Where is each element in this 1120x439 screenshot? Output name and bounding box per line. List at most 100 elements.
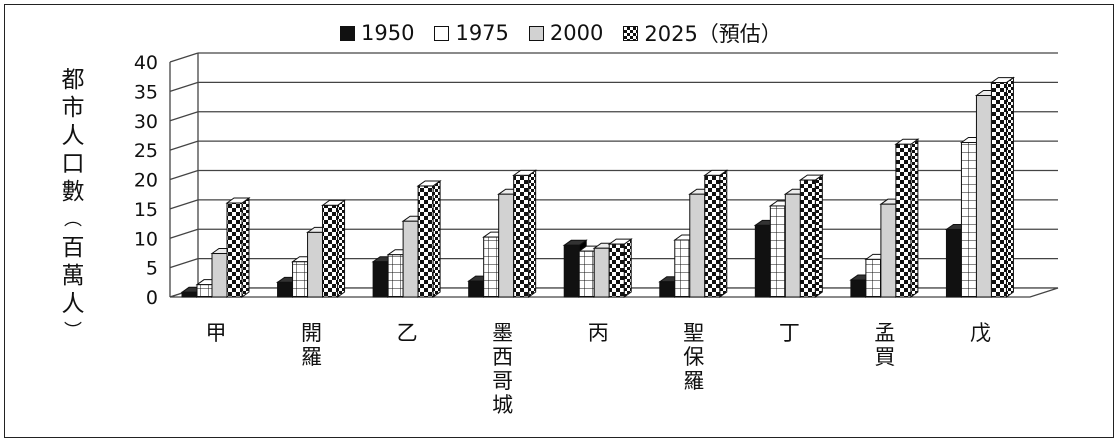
bar-front (292, 261, 309, 298)
chart-frame (4, 4, 1114, 438)
bar-front (181, 291, 198, 298)
bar-front (498, 193, 515, 298)
bar-front (865, 258, 882, 298)
bar (798, 174, 824, 298)
bar (416, 179, 442, 298)
x-category-label: 聖 (683, 321, 704, 345)
bar-front (608, 243, 625, 298)
x-category-label: 開 (301, 321, 322, 345)
bar-front (799, 179, 816, 298)
bar-front (689, 193, 706, 298)
bar-front (704, 174, 721, 298)
legend-item-1950: 1950 (340, 21, 414, 45)
x-category-label: 羅 (683, 369, 704, 393)
bar-front (784, 193, 801, 298)
bar (607, 238, 633, 298)
bar-front (880, 203, 897, 298)
x-category-label: 墨 (492, 321, 513, 345)
x-category-label: 保 (683, 345, 704, 369)
legend-item-2025: 2025（預估） (623, 18, 782, 48)
y-axis-label-char: 市 (61, 95, 85, 121)
bar-front (468, 280, 485, 298)
bar-front (578, 250, 595, 298)
legend-label-1950: 1950 (361, 21, 415, 45)
y-axis-label: 都市人口數 ︵ 百萬人 ︶ (58, 66, 88, 346)
bar-front (372, 261, 389, 298)
bars (180, 76, 1016, 298)
y-tick-label: 5 (146, 258, 158, 280)
y-axis-label-char: 口 (61, 151, 85, 177)
y-axis-label-char: 數 (61, 179, 85, 205)
gridline-side (169, 199, 199, 210)
legend-item-1975: 1975 (434, 21, 509, 45)
bar-front (417, 185, 434, 298)
x-category-label: 買 (874, 345, 895, 369)
bar-front (226, 202, 243, 298)
bar-front (563, 244, 580, 298)
bar-side (337, 199, 346, 298)
grid-swatch-icon (434, 25, 450, 41)
bar-side (623, 238, 632, 298)
bar-front (211, 253, 228, 298)
bar-side (1005, 76, 1014, 298)
bar-side (432, 179, 441, 298)
legend-label-2000: 2000 (549, 21, 604, 45)
gridline-side (169, 111, 199, 122)
bar (512, 169, 538, 298)
x-category-label: 乙 (397, 321, 418, 345)
bar (894, 138, 920, 298)
bar-front (990, 82, 1007, 298)
bar-front (483, 236, 500, 298)
x-category-label: 西 (492, 345, 513, 369)
y-axis-label-char: 人 (61, 123, 85, 149)
bar-front (754, 224, 771, 298)
bar (320, 199, 347, 298)
x-category-label: 甲 (206, 321, 227, 345)
y-axis-label-char: 人 (61, 291, 85, 317)
gridline-side (169, 81, 199, 92)
y-tick-label: 30 (134, 111, 158, 133)
x-category-label: 丁 (779, 321, 800, 345)
gridline-side (169, 52, 199, 63)
y-tick-label: 10 (134, 228, 158, 250)
y-tick-label: 15 (134, 199, 158, 221)
bar-front (945, 228, 962, 298)
bar-side (241, 197, 250, 298)
x-category-label: 羅 (301, 345, 322, 369)
bar (989, 76, 1016, 298)
legend: 1950 1975 2000 2025（預估） (340, 18, 782, 48)
bar-front (387, 254, 404, 298)
bar-front (196, 284, 213, 298)
y-tick-label: 25 (134, 140, 158, 162)
x-category-label: 哥 (492, 369, 513, 393)
bar-front (674, 239, 691, 298)
legend-label-2025: 2025（預估） (644, 22, 782, 46)
bar-side (814, 174, 823, 298)
y-tick-label: 40 (134, 52, 158, 74)
bar-front (277, 281, 294, 298)
bar-front (593, 247, 610, 298)
y-axis-label-char: ︶ (64, 321, 82, 342)
bar-front (513, 174, 530, 298)
y-tick-label: 35 (134, 81, 158, 103)
y-tick-label: 0 (146, 287, 158, 309)
solid-black-swatch-icon (340, 25, 355, 41)
x-category-label: 戊 (970, 321, 991, 345)
bar-front (960, 141, 977, 298)
bar-side (719, 169, 728, 298)
checker-swatch-icon (623, 25, 639, 41)
x-category-label: 丙 (588, 321, 609, 345)
bar-front (322, 204, 339, 298)
x-category-label: 孟 (874, 321, 895, 345)
bar-front (307, 231, 324, 298)
y-axis-label-char: 百 (61, 235, 85, 261)
y-axis-label-char: 萬 (61, 263, 85, 289)
bar-front (975, 94, 992, 298)
gridline-side (169, 258, 199, 269)
gridline-side (169, 169, 199, 181)
bar-front (769, 205, 786, 298)
bar-side (528, 169, 537, 298)
gridline-side (169, 228, 199, 239)
bar (225, 197, 251, 298)
